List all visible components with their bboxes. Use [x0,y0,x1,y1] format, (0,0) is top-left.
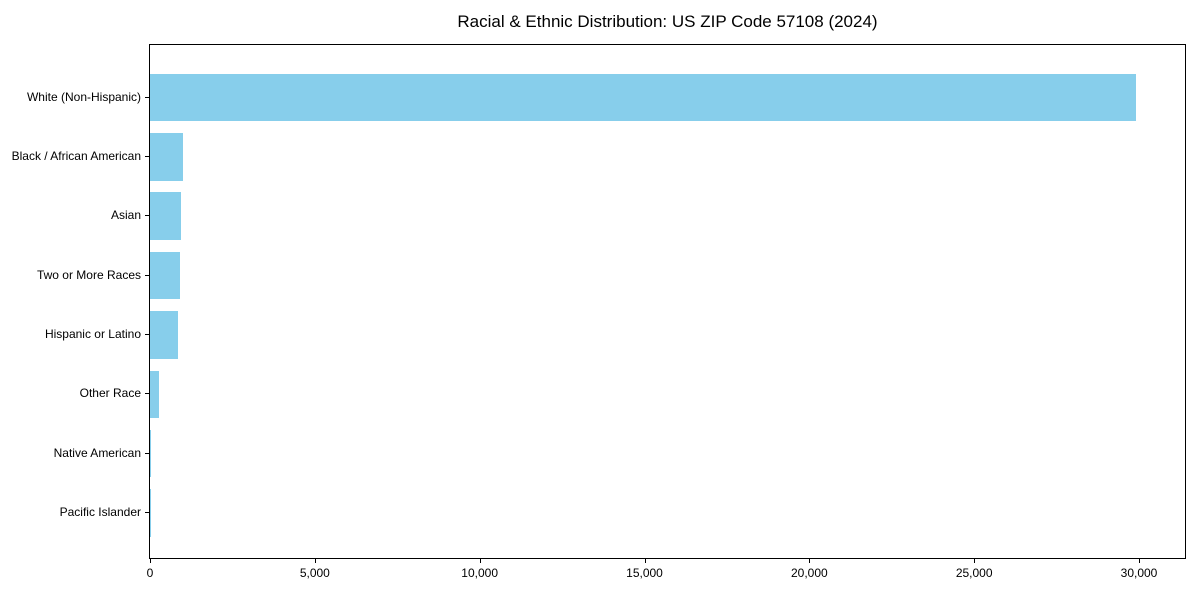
y-tick-mark [145,393,149,395]
y-axis-category-label: Black / African American [11,148,141,163]
y-axis-category-label: Pacific Islander [59,505,141,520]
x-tick-label: 15,000 [626,566,663,580]
y-axis-category-label: Native American [53,445,141,460]
x-tick-mark [974,559,976,563]
x-tick-label: 30,000 [1120,566,1158,580]
x-tick-label: 0 [146,566,154,580]
y-tick-mark [145,452,149,454]
y-axis-category-label: Other Race [79,386,141,401]
bar-asian [150,192,181,240]
y-axis-category-label: Two or More Races [36,267,141,282]
bar-black-african-american [150,133,183,181]
bar-hispanic-or-latino [150,311,178,359]
x-tick-mark [150,559,151,563]
y-tick-mark [145,215,149,217]
y-axis-category-label: Asian [110,208,141,223]
bar-two-or-more-races [150,251,181,300]
y-axis-category-label: White (Non-Hispanic) [26,89,141,104]
x-tick-label: 25,000 [955,566,993,580]
bar-other-race [150,370,159,419]
x-tick-label: 20,000 [790,566,828,580]
x-tick-label: 5,000 [299,566,330,580]
bar-white-non-hispanic [150,73,1136,122]
bar-native-american [150,429,151,478]
y-tick-mark [145,155,149,157]
x-tick-label: 10,000 [461,566,499,580]
y-tick-mark [145,512,149,514]
y-tick-mark [145,274,149,276]
x-tick-mark [1139,559,1140,563]
y-axis-category-label: Hispanic or Latino [44,326,141,341]
x-tick-mark [479,559,481,563]
y-tick-mark [145,333,149,335]
plot-area [149,44,1186,559]
x-tick-mark [314,559,316,563]
x-tick-mark [809,559,811,563]
chart-title: Racial & Ethnic Distribution: US ZIP Cod… [457,12,878,31]
y-tick-mark [145,96,149,98]
x-tick-mark [644,559,646,563]
